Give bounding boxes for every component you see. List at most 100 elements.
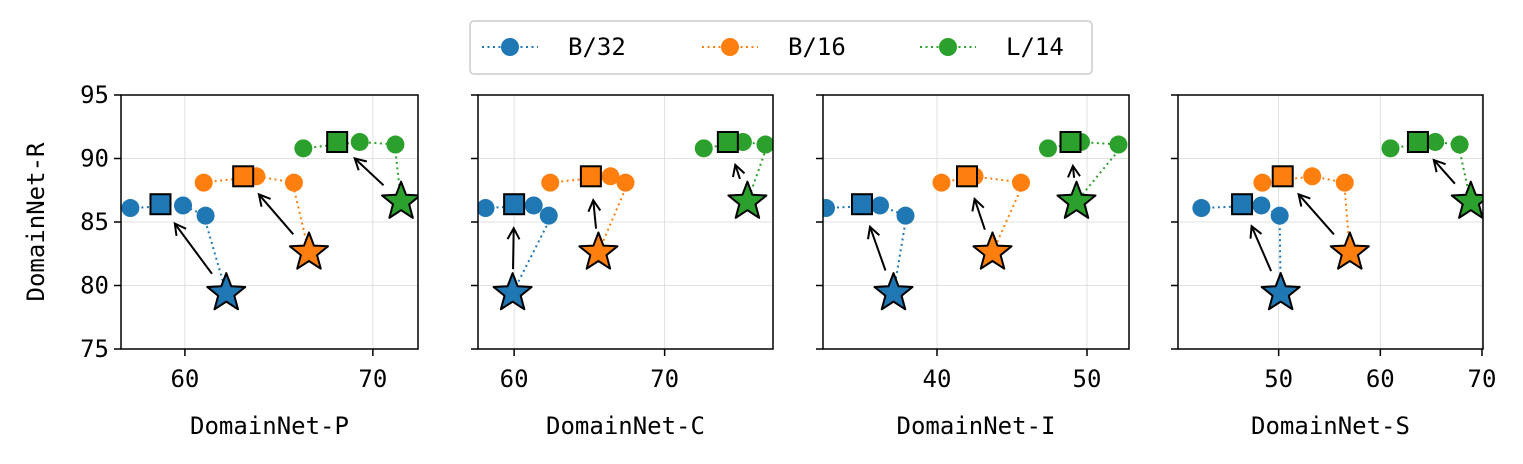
legend-frame bbox=[469, 20, 1093, 75]
x-axis-label: DomainNet-S bbox=[1251, 412, 1410, 440]
star-B-32 bbox=[492, 272, 533, 311]
arrow-shaft bbox=[1433, 159, 1456, 185]
arrow-shaft bbox=[354, 157, 385, 187]
point-B-32-1 bbox=[1192, 199, 1211, 218]
square-B-32 bbox=[503, 193, 526, 216]
legend-marker-B-16 bbox=[721, 38, 739, 56]
point-L-14-1 bbox=[1039, 139, 1057, 158]
y-tick-label: 80 bbox=[80, 272, 109, 300]
arrow-shaft bbox=[592, 200, 598, 229]
arrow-head bbox=[867, 224, 880, 240]
point-L-14-1 bbox=[294, 139, 313, 158]
series-line-B-32 bbox=[1201, 204, 1282, 294]
point-L-14-3 bbox=[1109, 135, 1128, 154]
arrow-shaft bbox=[512, 228, 515, 270]
series-line-L-14 bbox=[303, 140, 403, 202]
point-B-32-1 bbox=[478, 199, 495, 218]
point-L-14-3 bbox=[1450, 135, 1469, 154]
legend-label-L-14: L/14 bbox=[1006, 33, 1064, 61]
x-axis-label: DomainNet-C bbox=[546, 412, 705, 440]
arrow-B-32 bbox=[173, 221, 213, 275]
y-tick-label: 95 bbox=[80, 81, 109, 109]
arrow-B-16 bbox=[971, 197, 986, 231]
arrow-shaft bbox=[973, 198, 986, 231]
x-tick-label: 50 bbox=[1073, 365, 1102, 393]
plot-area bbox=[1192, 130, 1483, 311]
plot-area bbox=[478, 130, 773, 311]
arrow-B-16 bbox=[587, 198, 602, 229]
arrow-L-14 bbox=[1432, 158, 1456, 185]
arrow-head bbox=[353, 156, 368, 171]
star-B-16 bbox=[578, 231, 619, 270]
point-B-16-1 bbox=[194, 173, 213, 192]
point-B-32-2 bbox=[1252, 196, 1271, 215]
point-B-16-3 bbox=[616, 173, 635, 192]
plot-area bbox=[121, 130, 418, 311]
y-tick-label: 85 bbox=[80, 208, 109, 236]
arrow-B-32 bbox=[867, 224, 887, 271]
square-B-32 bbox=[1231, 193, 1254, 216]
square-L-14 bbox=[1059, 130, 1082, 153]
square-B-16 bbox=[1271, 165, 1294, 188]
star-L-14 bbox=[381, 180, 418, 219]
arrow-head bbox=[971, 197, 985, 212]
plot-area bbox=[823, 130, 1128, 311]
square-B-16 bbox=[232, 165, 255, 188]
arrow-L-14 bbox=[1067, 163, 1081, 178]
x-tick-label: 70 bbox=[1468, 365, 1497, 393]
point-L-14-2 bbox=[350, 132, 369, 151]
series-line-L-14 bbox=[1047, 140, 1120, 203]
square-L-14 bbox=[326, 130, 349, 153]
x-tick-label: 70 bbox=[650, 365, 679, 393]
point-L-14-3 bbox=[756, 135, 773, 154]
point-L-14-3 bbox=[386, 135, 405, 154]
arrow-B-16 bbox=[257, 192, 295, 235]
point-B-32-3 bbox=[196, 206, 215, 225]
series-line-B-16 bbox=[550, 175, 627, 253]
arrow-head bbox=[1249, 224, 1263, 239]
point-B-16-2 bbox=[601, 167, 620, 186]
point-B-32-1 bbox=[823, 199, 835, 218]
x-tick-label: 60 bbox=[500, 365, 529, 393]
arrow-head bbox=[257, 192, 271, 207]
star-B-16 bbox=[288, 231, 329, 270]
point-B-16-1 bbox=[1253, 173, 1272, 192]
square-L-14 bbox=[1406, 130, 1429, 153]
arrow-shaft bbox=[1297, 193, 1335, 236]
star-B-32 bbox=[206, 272, 247, 311]
legend-marker-B-32 bbox=[501, 38, 519, 56]
arrow-head bbox=[173, 221, 187, 237]
point-L-14-1 bbox=[694, 139, 713, 158]
point-B-16-2 bbox=[1303, 167, 1322, 186]
x-axis-label: DomainNet-I bbox=[897, 412, 1056, 440]
legend-marker-L-14 bbox=[939, 38, 957, 56]
arrow-shaft bbox=[869, 226, 887, 271]
square-L-14 bbox=[716, 130, 739, 153]
arrow-head bbox=[1432, 158, 1446, 173]
star-L-14 bbox=[1450, 180, 1483, 219]
point-B-32-3 bbox=[1270, 206, 1289, 225]
square-B-32 bbox=[851, 193, 873, 216]
star-B-16 bbox=[972, 231, 1013, 270]
arrow-shaft bbox=[173, 222, 213, 275]
square-B-16 bbox=[956, 165, 978, 188]
point-B-16-3 bbox=[1012, 173, 1030, 192]
arrow-head bbox=[1297, 192, 1311, 207]
point-B-16-3 bbox=[284, 173, 303, 192]
arrow-shaft bbox=[734, 164, 741, 180]
square-B-16 bbox=[579, 165, 602, 188]
x-tick-label: 60 bbox=[1366, 365, 1395, 393]
point-B-16-1 bbox=[541, 173, 560, 192]
arrow-head bbox=[1067, 163, 1081, 178]
panel-4: 50 60 70 DomainNet-S bbox=[1171, 94, 1497, 440]
series-line-B-32 bbox=[825, 204, 907, 294]
series-line-B-32 bbox=[485, 204, 550, 294]
point-L-14-1 bbox=[1381, 139, 1400, 158]
point-B-32-3 bbox=[896, 206, 915, 225]
point-B-16-1 bbox=[932, 173, 951, 192]
x-tick-label: 50 bbox=[1264, 365, 1293, 393]
point-B-32-2 bbox=[174, 196, 193, 215]
arrow-head bbox=[732, 162, 746, 178]
star-L-14 bbox=[1056, 180, 1097, 219]
y-tick-label: 75 bbox=[80, 335, 109, 363]
